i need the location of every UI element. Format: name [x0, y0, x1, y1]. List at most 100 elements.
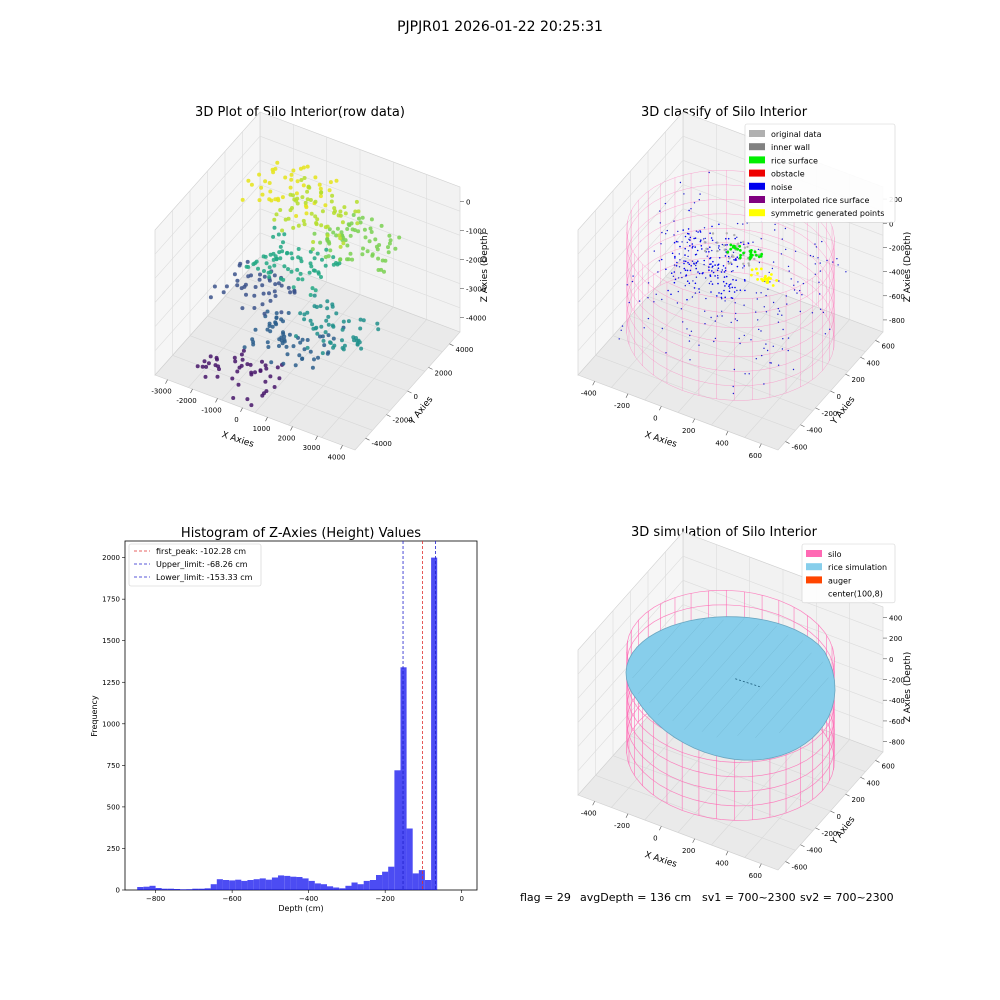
panel1-xtick-label: 0: [234, 416, 238, 424]
panel1-ylabel: Y Axies: [407, 395, 436, 428]
panel2-noise-point: [818, 281, 820, 283]
panel2-noise-point: [706, 255, 708, 257]
panel1-xtick: [215, 398, 218, 403]
panel1-point: [203, 374, 208, 379]
panel2-noise-point: [763, 383, 765, 385]
panel2-noise-point: [626, 284, 628, 286]
panel2-noise-point: [711, 283, 714, 285]
panel2-noise-point: [723, 289, 725, 292]
panel-raw-scatter: 3D Plot of Silo Interior(row data) -3000…: [151, 105, 490, 461]
status-footer: flag = 29 avgDepth = 136 cm sv1 = 700~23…: [520, 891, 894, 904]
panel1-point: [358, 326, 363, 331]
panel1-point: [350, 257, 355, 262]
panel2-noise-point: [683, 262, 685, 265]
panel1-point: [308, 261, 313, 266]
panel2-noise-point: [792, 368, 795, 371]
panel2-noise-point: [712, 265, 714, 268]
panel2-legend-label: rice surface: [771, 156, 818, 165]
panel1-xtick: [340, 445, 343, 450]
panel4-legend-label: rice simulation: [828, 563, 887, 572]
panel2-noise-point: [709, 232, 711, 234]
panel2-original-point: [703, 249, 707, 253]
panel2-xtick: [659, 406, 662, 411]
panel1-point: [278, 256, 283, 261]
panel1-ztick-label: -2000: [466, 257, 486, 265]
panel3-bar: [222, 880, 229, 890]
panel2-title: 3D classify of Silo Interior: [641, 105, 808, 120]
panel1-point: [310, 247, 315, 252]
panel2-noise-point: [681, 276, 683, 279]
panel1-point: [328, 248, 333, 253]
panel1-point: [204, 364, 209, 369]
panel3-bar: [235, 879, 242, 890]
panel1-point: [387, 241, 392, 246]
panel4-rice-fill: [625, 616, 836, 761]
panel1-point: [245, 259, 250, 264]
panel1-point: [277, 250, 282, 255]
panel1-zlabel: Z Axies (Depth): [480, 232, 490, 303]
panel3-title: Histogram of Z-Axies (Height) Values: [181, 526, 421, 541]
panel3-threshold-lines: [402, 541, 436, 890]
panel2-noise-point: [721, 243, 724, 246]
panel1-point: [356, 209, 361, 214]
panel2-noise-point: [718, 257, 721, 259]
panel1-ytick-label: -4000: [372, 440, 392, 448]
panel2-noise-point: [752, 241, 754, 243]
panel2-noise-point: [698, 344, 700, 346]
panel2-original-point: [747, 264, 751, 267]
panel4-axes-grid: [577, 555, 684, 675]
panel4-xtick: [592, 801, 595, 806]
panel1-point: [274, 257, 279, 262]
panel2-noise-point: [703, 227, 706, 229]
panel2-ytick: [785, 441, 790, 444]
panel4-ytick-label: -600: [792, 864, 808, 872]
panel2-noise-point: [708, 269, 710, 272]
panel2-noise-point: [686, 241, 688, 244]
panel3-bar: [345, 885, 352, 890]
panel1-point: [284, 344, 289, 349]
panel2-noise-point: [732, 251, 735, 254]
panel2-noise-point: [702, 272, 704, 274]
panel2-noise-point: [655, 293, 657, 295]
panel2-noise-point: [721, 310, 723, 312]
panel2-noise-point: [673, 264, 676, 266]
panel2-noise-point: [687, 255, 689, 258]
panel1-axes-box: [154, 111, 461, 451]
panel2-noise-point: [694, 253, 697, 256]
panel1-point: [337, 233, 342, 238]
panel2-noise-point: [732, 270, 734, 272]
panel2-legend-swatch: [749, 196, 765, 203]
panel1-point: [310, 322, 315, 327]
panel4-mesh-line: [779, 677, 829, 734]
panel1-point: [345, 243, 350, 248]
panel1-point: [238, 261, 243, 266]
panel2-noise-point: [689, 334, 691, 337]
panel2-noise-point: [777, 313, 779, 315]
panel2-noise-point: [765, 343, 767, 345]
panel2-noise-point: [686, 328, 688, 330]
panel1-point: [249, 182, 254, 187]
panel1-point: [329, 199, 334, 204]
panel1-point: [276, 281, 281, 286]
panel2-noise-point: [782, 338, 784, 340]
panel3-bar: [259, 878, 266, 890]
panel1-point: [358, 317, 363, 322]
panel1-point: [290, 256, 295, 261]
panel4-xtick: [625, 813, 629, 818]
panel3-ytick-label: 1750: [102, 596, 120, 604]
panel1-point: [315, 331, 320, 336]
panel2-noise-point: [714, 337, 717, 340]
panel2-noise-point: [674, 278, 677, 281]
panel1-point: [315, 251, 320, 256]
panel2-noise-point: [665, 352, 667, 354]
panel1-point: [235, 278, 240, 283]
panel2-symmetric-point: [755, 267, 758, 271]
panel1-point: [307, 270, 312, 275]
panel3-legend-frame: [128, 543, 262, 587]
panel1-point: [270, 324, 275, 329]
panel2-noise-point: [690, 265, 692, 267]
panel2-noise-point: [781, 348, 784, 350]
panel1-point: [315, 217, 320, 222]
panel2-noise-point: [683, 267, 686, 270]
panel2-ztick-label: -600: [889, 293, 905, 301]
